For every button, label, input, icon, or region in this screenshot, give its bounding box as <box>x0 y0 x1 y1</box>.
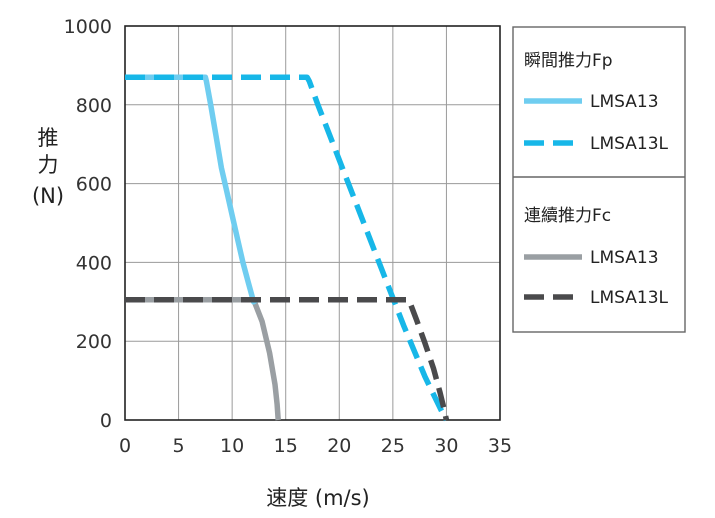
series-line-fp-lmsa13 <box>125 74 259 305</box>
y-tick-label: 0 <box>100 410 112 432</box>
x-tick-label: 5 <box>173 435 185 457</box>
x-tick-label: 25 <box>381 435 405 457</box>
legend: 瞬間推力Fp 連續推力Fc LMSA13 LMSA13L LMSA13 LMSA13L <box>512 26 686 333</box>
x-tick-label: 30 <box>434 435 458 457</box>
x-tick-label: 10 <box>220 435 244 457</box>
y-tick-label: 600 <box>76 174 112 196</box>
x-tick-label: 0 <box>119 435 131 457</box>
y-axis-title-line-2: 力 <box>38 153 59 177</box>
y-tick-label: 200 <box>76 331 112 353</box>
legend-items: LMSA13 LMSA13L LMSA13 LMSA13L <box>524 92 669 308</box>
legend-group-title-fp: 瞬間推力Fp <box>524 51 613 71</box>
series-line-fp-lmsa13l <box>125 74 449 422</box>
series-layer <box>125 74 450 422</box>
y-axis-title: 推 力 (N) <box>32 126 64 208</box>
y-axis-title-line-1: 推 <box>38 126 59 150</box>
y-tick-labels: 0 200 400 600 800 1000 <box>64 16 112 432</box>
legend-label: LMSA13 <box>590 248 659 268</box>
x-tick-label: 20 <box>327 435 351 457</box>
y-axis-title-line-3: (N) <box>32 184 64 208</box>
grid-lines <box>125 26 500 420</box>
series-line-fc-lmsa13l <box>125 297 450 421</box>
legend-group-title-fc: 連續推力Fc <box>524 206 611 226</box>
x-tick-label: 35 <box>488 435 512 457</box>
series-line-fc-lmsa13 <box>125 297 281 421</box>
plot-area <box>124 25 501 421</box>
legend-box <box>512 26 686 333</box>
y-tick-label: 400 <box>76 252 112 274</box>
x-tick-label: 15 <box>274 435 298 457</box>
x-tick-labels: 0 5 10 15 20 25 30 35 <box>119 435 512 457</box>
legend-label: LMSA13L <box>590 288 669 308</box>
y-tick-label: 800 <box>76 95 112 117</box>
legend-label: LMSA13 <box>590 92 659 112</box>
y-tick-label: 1000 <box>64 16 112 38</box>
x-axis-title: 速度 (m/s) <box>266 486 370 510</box>
legend-label: LMSA13L <box>590 134 669 154</box>
